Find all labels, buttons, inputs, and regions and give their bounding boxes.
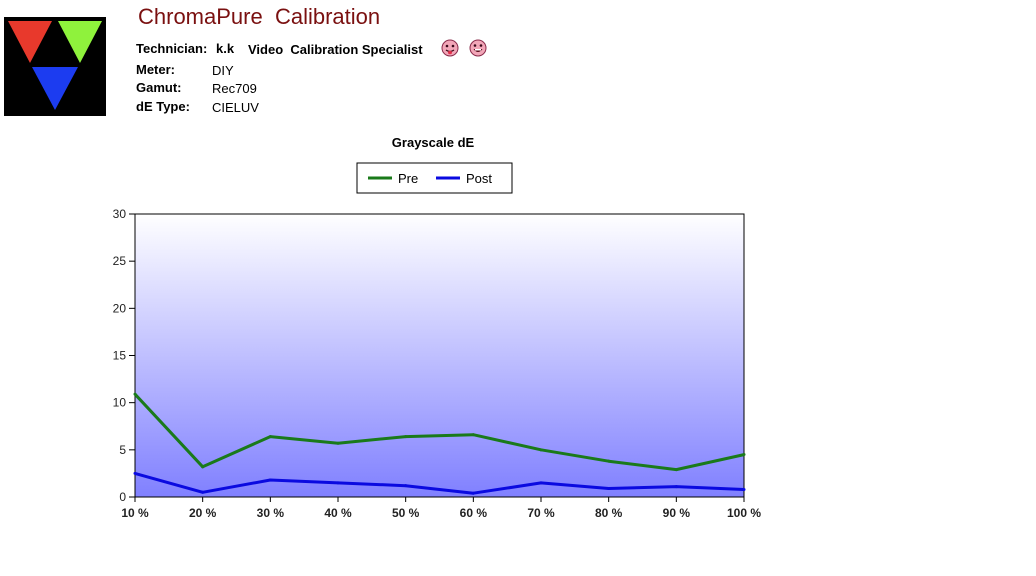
data-point-pre	[539, 448, 543, 452]
technician-label: Technician:	[136, 41, 208, 56]
chromapure-logo	[4, 17, 106, 116]
series-line-pre	[133, 393, 745, 472]
plot-area	[134, 213, 745, 498]
data-point-post	[336, 481, 340, 485]
data-point-pre	[471, 433, 475, 437]
data-point-post	[268, 478, 272, 482]
y-tick-label: 30	[113, 207, 127, 221]
data-point-post	[742, 487, 746, 491]
legend-label-pre: Pre	[398, 171, 418, 186]
x-tick-label: 60 %	[460, 506, 488, 520]
x-tick-label: 10 %	[121, 506, 149, 520]
x-tick-label: 70 %	[527, 506, 555, 520]
de-type-label: dE Type:	[136, 99, 190, 114]
data-point-post	[674, 485, 678, 489]
x-tick-label: 90 %	[663, 506, 691, 520]
data-point-pre	[607, 459, 611, 463]
y-tick-label: 5	[119, 443, 126, 457]
data-point-post	[133, 471, 137, 475]
de-type-value: CIELUV	[212, 100, 259, 115]
data-point-pre	[133, 392, 137, 396]
y-tick-label: 20	[113, 301, 127, 315]
data-point-pre	[674, 468, 678, 472]
technician-role: Video Calibration Specialist	[248, 42, 423, 57]
x-tick-label: 30 %	[257, 506, 285, 520]
data-point-pre	[268, 435, 272, 439]
x-tick-label: 50 %	[392, 506, 420, 520]
technician-value: k.k	[216, 41, 235, 56]
app-title: ChromaPure Calibration	[138, 4, 381, 29]
meter-value: DIY	[212, 63, 234, 78]
data-point-post	[404, 484, 408, 488]
legend-label-post: Post	[466, 171, 492, 186]
data-point-post	[539, 481, 543, 485]
y-tick-label: 0	[119, 490, 126, 504]
chart-legend: Pre Post	[356, 162, 513, 194]
data-point-pre	[742, 453, 746, 457]
data-point-pre	[404, 435, 408, 439]
gamut-value: Rec709	[212, 81, 257, 96]
x-tick-label: 80 %	[595, 506, 623, 520]
y-tick-label: 25	[113, 254, 127, 268]
data-point-post	[471, 491, 475, 495]
x-tick-label: 20 %	[189, 506, 217, 520]
data-point-post	[607, 487, 611, 491]
y-tick-label: 15	[113, 349, 127, 363]
x-tick-label: 40 %	[324, 506, 352, 520]
data-point-post	[201, 490, 205, 494]
data-point-pre	[336, 441, 340, 445]
grin-smiley-icon	[469, 39, 487, 57]
gamut-label: Gamut:	[136, 80, 182, 95]
tongue-smiley-icon	[441, 39, 459, 57]
x-tick-label: 100 %	[727, 506, 761, 520]
chart-title: Grayscale dE	[392, 135, 475, 150]
meter-label: Meter:	[136, 62, 176, 77]
y-tick-label: 10	[113, 396, 127, 410]
data-point-pre	[201, 465, 205, 469]
series-line-post	[134, 471, 745, 495]
